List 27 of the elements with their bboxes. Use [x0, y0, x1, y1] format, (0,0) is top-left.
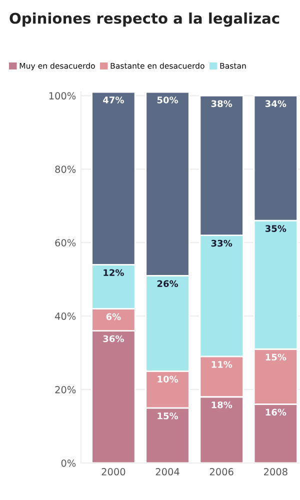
x-tick-label: 2000	[102, 468, 126, 476]
x-tick-label: 2008	[264, 468, 288, 476]
data-label: 10%	[158, 376, 178, 383]
data-label: 18%	[212, 401, 232, 408]
data-label: 50%	[157, 96, 178, 104]
data-label: 16%	[266, 408, 286, 416]
y-tick-label: 0%	[61, 459, 76, 467]
x-tick-label: 2006	[210, 468, 234, 476]
y-tick-label: 60%	[55, 239, 76, 246]
data-label: 12%	[104, 269, 124, 276]
y-tick-label: 100%	[49, 92, 76, 100]
y-tick-label: 40%	[55, 312, 76, 320]
data-label: 33%	[211, 240, 232, 247]
data-label: 35%	[265, 225, 286, 232]
chart-title: Opiniones respecto a la legalizac	[10, 12, 280, 27]
y-tick-label: 80%	[55, 166, 76, 173]
data-label: 6%	[106, 313, 121, 320]
data-label: 47%	[103, 96, 124, 104]
data-label: 11%	[212, 361, 232, 368]
data-label: 15%	[266, 354, 286, 361]
data-label: 36%	[103, 335, 124, 342]
data-label: 34%	[265, 100, 286, 108]
data-label: 15%	[158, 412, 178, 420]
data-label: 38%	[211, 100, 232, 108]
x-tick-label: 2004	[156, 468, 180, 476]
data-label: 26%	[157, 280, 178, 288]
y-tick-label: 20%	[55, 386, 76, 394]
